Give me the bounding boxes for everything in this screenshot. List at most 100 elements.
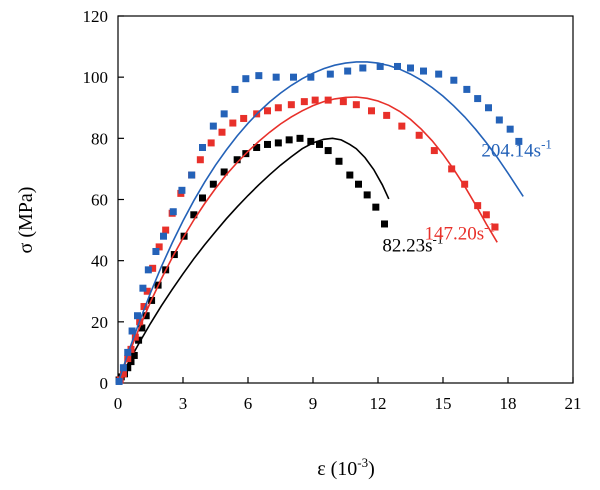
data-point (485, 104, 492, 112)
data-point (335, 157, 343, 165)
data-point (199, 194, 206, 202)
data-point (264, 140, 271, 148)
data-point (383, 111, 391, 119)
data-point (311, 96, 319, 104)
data-point (160, 232, 167, 240)
y-axis-title: σ (MPa) (15, 187, 37, 254)
data-point (515, 137, 523, 145)
data-point (188, 171, 196, 179)
series-label-text: 82.23s (382, 235, 432, 256)
x-axis-title-exponent: -3 (357, 455, 368, 470)
data-point (363, 191, 371, 199)
y-tick-label: 40 (91, 252, 108, 271)
data-point (138, 324, 146, 332)
data-point (461, 180, 469, 188)
data-point (255, 72, 263, 80)
data-point (209, 180, 217, 188)
data-point (220, 168, 228, 176)
x-axis-title-main: ε (10 (317, 458, 357, 480)
data-point (149, 264, 157, 272)
data-point (381, 220, 388, 228)
y-tick-label: 100 (83, 68, 109, 87)
data-point (474, 202, 482, 210)
data-point (346, 171, 354, 179)
data-point (229, 119, 237, 127)
data-point (128, 327, 136, 335)
data-point (324, 147, 332, 155)
data-point (264, 107, 271, 115)
x-tick-label: 21 (565, 394, 582, 413)
data-point (272, 73, 280, 81)
series-label-0: 82.23s-1 (382, 231, 443, 256)
data-point (307, 137, 315, 145)
x-axis-title-tail: ) (368, 458, 375, 480)
data-point (134, 312, 141, 320)
data-point (450, 76, 458, 84)
x-tick-label: 12 (370, 394, 387, 413)
data-point (253, 144, 261, 152)
data-point (394, 62, 401, 70)
series-label-text: 147.20s (425, 223, 485, 244)
data-point (398, 122, 406, 130)
series-label-2: 204.14s-1 (481, 137, 552, 162)
data-point (352, 101, 360, 109)
data-point (344, 67, 352, 75)
data-point (178, 186, 186, 194)
y-axis-title-text: σ (MPa) (15, 187, 37, 254)
data-point (407, 64, 414, 72)
y-tick-label: 120 (83, 7, 109, 26)
fit-curve-2 (117, 61, 524, 384)
data-point (482, 211, 490, 219)
fit-curve-0 (117, 137, 390, 384)
series-label-exponent: -1 (541, 137, 552, 152)
data-point (142, 312, 150, 320)
x-tick-label: 9 (309, 394, 318, 413)
data-point (339, 98, 347, 106)
data-point (139, 284, 147, 292)
data-point (240, 114, 248, 122)
x-tick-label: 6 (244, 394, 253, 413)
y-tick-label: 60 (91, 191, 108, 210)
data-point (152, 247, 160, 255)
data-point (209, 122, 217, 130)
data-point (368, 107, 375, 115)
data-point (448, 165, 456, 173)
data-point (287, 101, 295, 109)
data-point (372, 203, 380, 211)
series-label-1: 147.20s-1 (425, 219, 496, 244)
data-point (233, 156, 241, 164)
data-point (307, 73, 315, 81)
series-label-exponent: -1 (484, 219, 495, 234)
y-tick-label: 80 (91, 129, 108, 148)
data-point (169, 208, 177, 216)
data-point (463, 85, 471, 93)
data-point (124, 355, 132, 363)
data-point (506, 125, 514, 133)
data-point (491, 223, 499, 231)
data-point (300, 98, 308, 106)
data-point (420, 67, 427, 75)
data-point (131, 333, 139, 341)
data-point (119, 364, 127, 372)
data-point (290, 73, 297, 81)
data-point (143, 287, 151, 295)
data-point (115, 377, 123, 385)
y-tick-label: 0 (100, 374, 109, 393)
data-point (140, 303, 148, 311)
data-point (162, 226, 170, 234)
data-point (324, 96, 332, 104)
data-point (231, 85, 239, 93)
data-point (119, 370, 127, 378)
data-point (130, 351, 138, 359)
data-point (274, 139, 282, 147)
x-axis-title: ε (10-3) (317, 455, 375, 480)
data-point (124, 348, 132, 356)
data-point (474, 95, 482, 103)
data-point (242, 75, 250, 83)
data-point (430, 147, 438, 155)
fit-curve-1 (117, 96, 498, 384)
x-tick-label: 15 (435, 394, 452, 413)
data-point (196, 156, 204, 164)
x-tick-label: 0 (114, 394, 123, 413)
